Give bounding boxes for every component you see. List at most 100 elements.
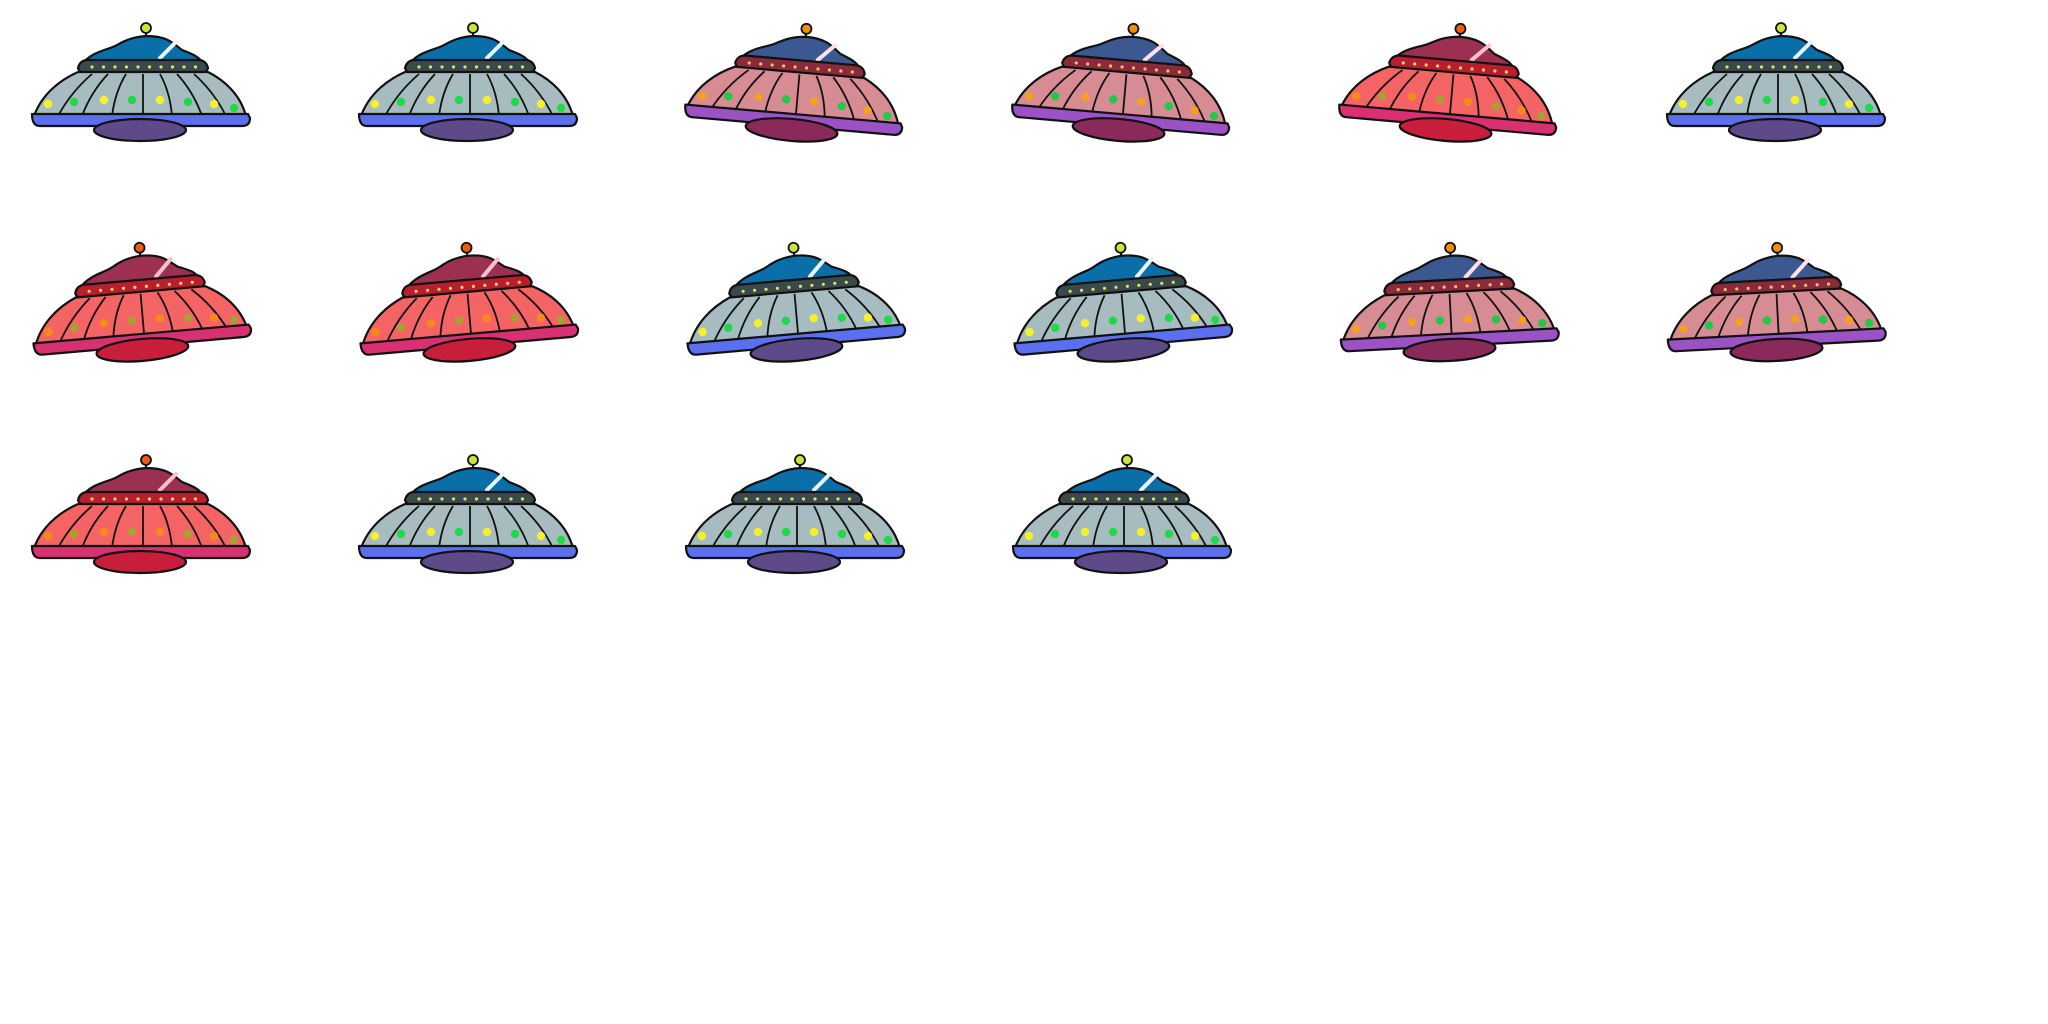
panel-line — [1171, 288, 1209, 329]
band-light — [147, 65, 152, 69]
porthole-light — [1024, 91, 1034, 101]
band-light — [1128, 497, 1133, 501]
band-light — [1408, 287, 1412, 291]
porthole-light — [1517, 315, 1527, 325]
porthole-light — [209, 531, 219, 541]
ufo-sprite — [30, 454, 252, 575]
ufo-group — [1339, 241, 1560, 363]
band-light — [417, 497, 421, 501]
panel-line — [1418, 72, 1438, 114]
saucer-body — [359, 502, 575, 550]
porthole-light — [99, 318, 109, 328]
band-light — [1171, 280, 1175, 284]
porthole-light — [1790, 314, 1800, 324]
porthole-light — [43, 531, 53, 541]
dome-highlight — [481, 257, 500, 279]
porthole-light — [482, 527, 492, 537]
panel-line — [57, 73, 93, 117]
band-light — [759, 62, 763, 66]
panel-line — [1499, 290, 1536, 332]
ufo-sprite — [30, 22, 252, 143]
band-light — [1143, 67, 1147, 71]
panel-line — [1716, 295, 1743, 340]
band-light — [741, 289, 745, 293]
band-light — [1105, 497, 1110, 501]
porthole-light — [426, 318, 436, 328]
antenna-light — [1775, 22, 1787, 34]
porthole-light — [1864, 318, 1874, 328]
porthole-light — [1136, 97, 1146, 106]
panel-line — [1486, 76, 1510, 122]
panel-line — [1792, 292, 1809, 335]
band-light — [517, 280, 521, 284]
ufo-sprite — [1011, 22, 1231, 143]
porthole-light — [454, 95, 464, 105]
porthole-light — [556, 535, 566, 545]
band-light — [1828, 65, 1833, 69]
panel-line — [1465, 292, 1482, 335]
porthole-light — [863, 531, 873, 541]
porthole-light — [724, 92, 733, 101]
panel-line — [81, 73, 109, 117]
panel-line — [1828, 73, 1862, 117]
panel-line — [176, 73, 203, 117]
belly-pod — [1076, 337, 1171, 363]
panel-line — [486, 73, 500, 117]
ufo-group — [32, 241, 253, 363]
band-light — [844, 280, 848, 284]
panel-line — [1746, 294, 1761, 338]
panel-line — [139, 293, 146, 336]
band-light — [417, 65, 421, 69]
panel-line — [111, 505, 127, 549]
porthole-light — [229, 315, 239, 324]
panel-line — [1775, 293, 1780, 336]
band-light — [1442, 285, 1446, 289]
band-light — [190, 280, 194, 284]
porthole-light — [697, 531, 707, 541]
band-light — [1736, 65, 1741, 69]
ufo-sprite — [684, 22, 904, 143]
porthole-light — [863, 106, 872, 115]
porthole-light — [426, 527, 436, 537]
porthole-light — [809, 314, 818, 323]
panel-line — [176, 505, 203, 549]
band-light — [159, 65, 163, 69]
porthole-light — [183, 313, 193, 323]
dome-highlight — [1142, 43, 1165, 62]
ufo-sprite — [1013, 241, 1234, 363]
band-light — [1109, 64, 1113, 68]
band-light — [124, 65, 129, 69]
panel-line — [503, 73, 530, 117]
antenna-light — [140, 22, 152, 34]
panel-line — [82, 296, 107, 342]
band-light — [1470, 67, 1474, 71]
band-light — [790, 497, 794, 501]
band-light — [836, 497, 840, 501]
band-light — [813, 497, 817, 501]
panel-line — [1388, 70, 1420, 112]
band-light — [113, 497, 117, 501]
porthole-light — [229, 103, 239, 113]
panel-line — [438, 505, 454, 549]
band-light — [460, 285, 464, 289]
panel-line — [1176, 78, 1207, 124]
porthole-light — [1024, 531, 1034, 541]
band-light — [101, 497, 106, 501]
dome-highlight — [1463, 258, 1483, 280]
dome — [1063, 466, 1185, 496]
band-light — [1826, 282, 1831, 286]
ufo-group — [1338, 22, 1558, 143]
panel-line — [408, 73, 436, 117]
panel-line — [1809, 291, 1839, 334]
band-light — [87, 289, 91, 293]
antenna-light — [467, 454, 479, 466]
porthole-light — [127, 527, 137, 537]
dome-highlight — [808, 257, 827, 279]
porthole-light — [837, 529, 847, 539]
panel-line — [710, 69, 750, 110]
band-light — [463, 65, 467, 69]
porthole-light — [1377, 321, 1387, 330]
belly-pod — [746, 549, 842, 575]
band-light — [1151, 497, 1156, 501]
porthole-light — [536, 99, 546, 109]
